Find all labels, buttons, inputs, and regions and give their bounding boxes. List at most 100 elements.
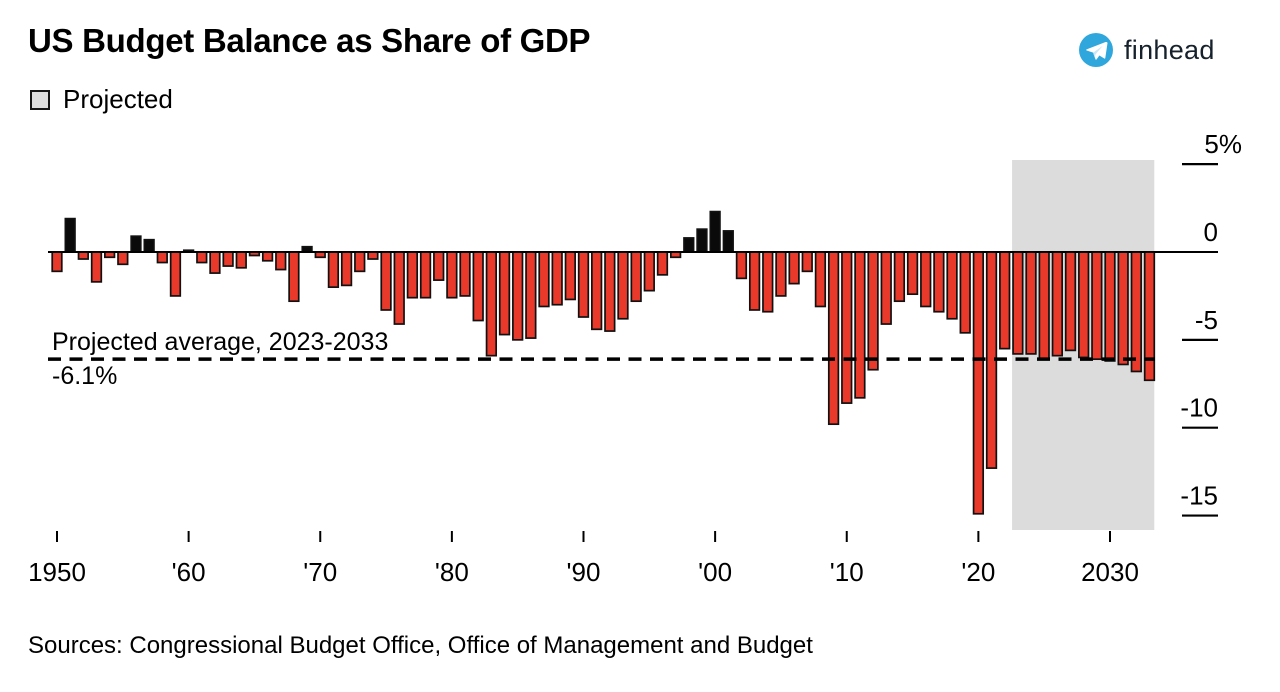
sources-note: Sources: Congressional Budget Office, Of… <box>28 632 813 659</box>
x-axis-label-2010: '10 <box>830 557 864 587</box>
bar-1994 <box>630 251 642 303</box>
reference-line-value: -6.1% <box>52 362 118 390</box>
bar-1987 <box>538 251 550 308</box>
bar-1975 <box>380 251 392 311</box>
bar-1985 <box>512 251 524 341</box>
bar-2031 <box>1117 251 1129 366</box>
bar-1966 <box>261 251 274 262</box>
bar-2030 <box>1104 251 1116 362</box>
bar-2013 <box>880 251 892 325</box>
y-axis-label-5: 5% <box>1204 129 1242 159</box>
bar-2027 <box>1064 251 1077 352</box>
y-axis-label--15: -15 <box>1180 481 1218 511</box>
projected-legend-label: Projected <box>63 84 173 114</box>
bar-1974 <box>367 251 379 260</box>
reference-line-label: Projected average, 2023-2033 <box>52 328 389 356</box>
bar-2007 <box>801 251 813 273</box>
bar-1989 <box>564 251 576 301</box>
bar-2017 <box>933 251 945 313</box>
bar-2014 <box>893 251 906 303</box>
bar-1953 <box>90 251 103 283</box>
x-axis-label-1990: '90 <box>567 557 601 587</box>
bar-1986 <box>525 251 537 339</box>
bar-1993 <box>617 251 629 320</box>
projected-legend-swatch <box>30 89 50 110</box>
x-axis-label-2030: 2030 <box>1081 557 1139 587</box>
bar-1967 <box>275 251 287 271</box>
bar-2010 <box>841 251 853 404</box>
x-axis-label-2020: '20 <box>961 557 995 587</box>
y-axis-label--10: -10 <box>1180 393 1218 423</box>
bar-2003 <box>748 251 761 311</box>
bar-1988 <box>551 251 563 306</box>
bar-2000 <box>709 210 721 253</box>
paper-plane-logo-icon <box>1079 33 1113 67</box>
bar-1958 <box>156 251 168 264</box>
bar-2028 <box>1078 251 1090 359</box>
bar-2024 <box>1025 251 1037 355</box>
brand-name: finhead <box>1124 34 1215 65</box>
bar-1952 <box>77 251 89 260</box>
bar-2006 <box>788 251 800 285</box>
bar-1999 <box>696 228 708 253</box>
bar-1963 <box>222 251 234 267</box>
bar-2012 <box>867 251 879 371</box>
bar-1968 <box>288 251 300 303</box>
bar-1950 <box>51 251 63 273</box>
bar-1961 <box>196 251 208 264</box>
bar-1982 <box>472 251 484 322</box>
bar-1972 <box>340 251 353 287</box>
bar-2005 <box>775 251 787 297</box>
legend: Projected <box>30 84 173 115</box>
bar-1981 <box>459 251 471 297</box>
bar-1955 <box>117 251 129 266</box>
bar-2009 <box>827 251 840 426</box>
bar-2029 <box>1091 251 1103 361</box>
bar-1957 <box>143 238 155 253</box>
bar-1977 <box>406 251 419 299</box>
bar-1964 <box>235 251 247 269</box>
bar-1962 <box>209 251 221 274</box>
y-axis-label--5: -5 <box>1195 305 1218 335</box>
bar-1991 <box>591 251 603 331</box>
bar-1976 <box>393 251 405 325</box>
bar-2015 <box>906 251 919 296</box>
x-axis-label-1970: '70 <box>303 557 337 587</box>
bar-1973 <box>354 251 366 273</box>
bar-1984 <box>498 251 511 336</box>
page-title: US Budget Balance as Share of GDP <box>28 22 591 59</box>
bar-2025 <box>1038 251 1050 361</box>
bar-2001 <box>722 230 734 253</box>
bar-1983 <box>485 251 498 357</box>
bar-1971 <box>327 251 340 288</box>
bar-2032 <box>1130 251 1142 373</box>
x-axis-label-1950: 1950 <box>28 557 86 587</box>
brand: finhead <box>1078 32 1215 68</box>
bar-2018 <box>946 251 958 320</box>
bar-2026 <box>1051 251 1064 357</box>
bar-2022 <box>999 251 1011 350</box>
bar-2016 <box>920 251 932 308</box>
bar-2033 <box>1143 251 1156 382</box>
bar-1959 <box>169 251 182 297</box>
bar-2023 <box>1012 251 1024 355</box>
bar-2019 <box>959 251 971 334</box>
bar-2008 <box>814 251 827 308</box>
bar-1951 <box>64 217 76 253</box>
x-axis-label-1960: '60 <box>172 557 206 587</box>
bar-2004 <box>762 251 774 313</box>
bar-2020 <box>972 251 985 515</box>
bar-1998 <box>683 237 695 253</box>
bar-1980 <box>446 251 458 299</box>
bar-2011 <box>854 251 866 399</box>
x-axis-label-1980: '80 <box>435 557 469 587</box>
bar-1990 <box>577 251 590 318</box>
bar-2002 <box>735 251 748 280</box>
bar-1979 <box>433 251 445 281</box>
bar-1995 <box>643 251 655 292</box>
x-axis-label-2000: '00 <box>698 557 732 587</box>
bar-1956 <box>130 235 142 253</box>
bar-1978 <box>419 251 432 299</box>
